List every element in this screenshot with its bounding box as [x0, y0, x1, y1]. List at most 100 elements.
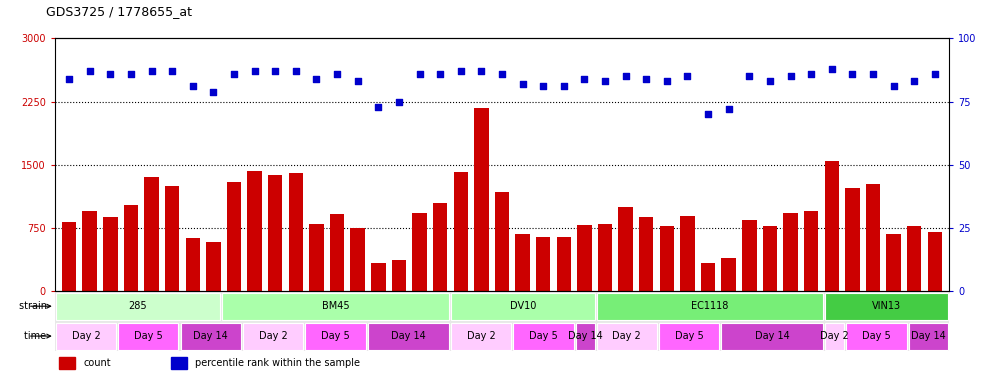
- Bar: [515, 234, 530, 291]
- Bar: [451, 323, 511, 349]
- Point: [164, 68, 180, 74]
- Bar: [680, 216, 695, 291]
- Bar: [557, 237, 571, 291]
- Point: [556, 83, 572, 89]
- Text: 285: 285: [128, 301, 147, 311]
- Bar: [243, 323, 303, 349]
- Bar: [62, 222, 77, 291]
- Point: [267, 68, 283, 74]
- Bar: [206, 242, 221, 291]
- Bar: [165, 186, 179, 291]
- Text: BM45: BM45: [322, 301, 349, 311]
- Point: [453, 68, 469, 74]
- Bar: [907, 226, 921, 291]
- Bar: [804, 211, 818, 291]
- Text: Day 5: Day 5: [862, 331, 891, 341]
- Text: Day 14: Day 14: [568, 331, 602, 341]
- Bar: [474, 108, 489, 291]
- Bar: [305, 323, 366, 349]
- Point: [308, 76, 324, 82]
- Point: [617, 73, 633, 79]
- Point: [288, 68, 304, 74]
- Point: [62, 76, 78, 82]
- Bar: [451, 293, 594, 319]
- Point: [329, 71, 345, 77]
- Text: time: time: [25, 331, 50, 341]
- Bar: [783, 213, 798, 291]
- Text: Day 2: Day 2: [258, 331, 287, 341]
- Point: [865, 71, 881, 77]
- Bar: [83, 211, 97, 291]
- Point: [391, 99, 407, 105]
- Text: Day 14: Day 14: [193, 331, 228, 341]
- Point: [535, 83, 551, 89]
- Point: [371, 104, 387, 110]
- Bar: [846, 323, 907, 349]
- Text: Day 2: Day 2: [467, 331, 496, 341]
- Text: Day 5: Day 5: [675, 331, 704, 341]
- Text: VIN13: VIN13: [873, 301, 902, 311]
- Text: Day 5: Day 5: [529, 331, 558, 341]
- Text: Day 5: Day 5: [134, 331, 163, 341]
- Point: [473, 68, 489, 74]
- Bar: [927, 232, 942, 291]
- Point: [659, 78, 675, 84]
- Bar: [144, 177, 159, 291]
- Bar: [288, 173, 303, 291]
- Point: [102, 71, 118, 77]
- Bar: [495, 192, 509, 291]
- Bar: [222, 293, 449, 319]
- Bar: [309, 224, 324, 291]
- Text: Day 2: Day 2: [612, 331, 641, 341]
- Bar: [248, 171, 261, 291]
- Bar: [536, 237, 551, 291]
- Bar: [351, 228, 365, 291]
- Point: [886, 83, 902, 89]
- Point: [432, 71, 448, 77]
- Point: [907, 78, 922, 84]
- Bar: [330, 214, 344, 291]
- Bar: [118, 323, 179, 349]
- Point: [350, 78, 366, 84]
- Text: Day 14: Day 14: [911, 331, 946, 341]
- Bar: [578, 225, 591, 291]
- Bar: [227, 182, 242, 291]
- Point: [845, 71, 861, 77]
- Point: [412, 71, 427, 77]
- Point: [123, 71, 139, 77]
- Bar: [825, 161, 839, 291]
- Bar: [514, 323, 574, 349]
- Point: [742, 73, 757, 79]
- Bar: [866, 184, 881, 291]
- Bar: [660, 226, 674, 291]
- Bar: [433, 203, 447, 291]
- Bar: [618, 207, 633, 291]
- Bar: [56, 323, 116, 349]
- Point: [824, 66, 840, 72]
- Point: [782, 73, 798, 79]
- Bar: [597, 224, 612, 291]
- Bar: [596, 323, 657, 349]
- Bar: [722, 258, 736, 291]
- Point: [803, 71, 819, 77]
- Point: [926, 71, 942, 77]
- Bar: [701, 263, 716, 291]
- Point: [143, 68, 159, 74]
- Text: strain: strain: [19, 301, 50, 311]
- Bar: [60, 358, 76, 369]
- Point: [206, 88, 222, 94]
- Bar: [103, 217, 117, 291]
- Bar: [762, 226, 777, 291]
- Bar: [181, 323, 241, 349]
- Bar: [887, 234, 901, 291]
- Point: [577, 76, 592, 82]
- Bar: [268, 175, 282, 291]
- Point: [226, 71, 242, 77]
- Bar: [743, 220, 756, 291]
- Point: [247, 68, 262, 74]
- Point: [82, 68, 97, 74]
- Bar: [845, 189, 860, 291]
- Text: Day 2: Day 2: [72, 331, 100, 341]
- Point: [721, 106, 737, 112]
- Bar: [171, 358, 187, 369]
